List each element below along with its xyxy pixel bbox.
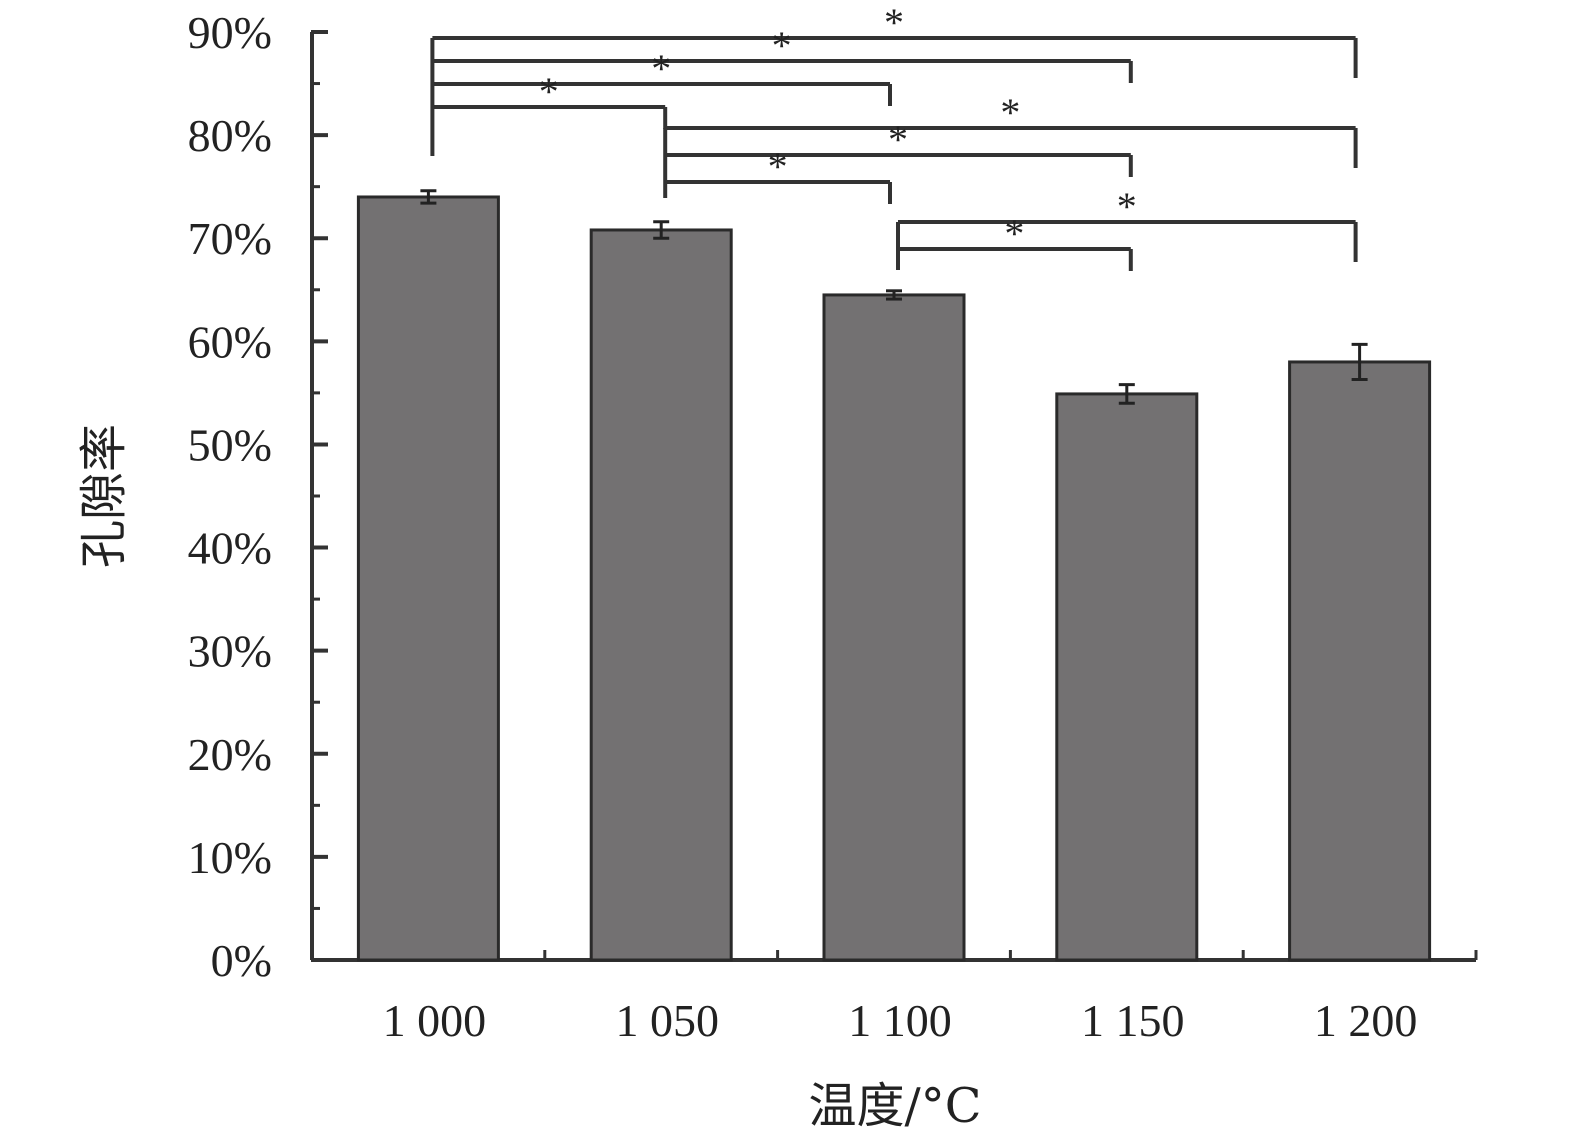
y-tick-label: 10% xyxy=(188,832,272,883)
x-tick-label: 1 100 xyxy=(848,995,952,1046)
significance-star: * xyxy=(539,69,559,114)
significance-star: * xyxy=(888,117,908,162)
y-tick-label: 70% xyxy=(188,213,272,264)
tick-labels: 0% 10% 20% 30% 40% 50% 60% 70% 80% 90% 1 000 1 050 1… xyxy=(188,7,1418,1046)
significance-star: * xyxy=(1000,90,1020,135)
y-tick-label: 0% xyxy=(211,935,272,986)
x-tick-label: 1 200 xyxy=(1314,995,1418,1046)
y-tick-label: 50% xyxy=(188,419,272,470)
y-tick-label: 20% xyxy=(188,729,272,780)
y-axis-title: 孔隙率 xyxy=(76,424,132,568)
bar xyxy=(822,293,966,962)
x-tick-label: 1 150 xyxy=(1081,995,1185,1046)
significance-star: * xyxy=(651,46,671,91)
axes xyxy=(310,30,1478,962)
significance-star: * xyxy=(768,144,788,189)
bars xyxy=(356,195,1432,962)
x-tick-label: 1 050 xyxy=(615,995,719,1046)
y-tick-label: 60% xyxy=(188,316,272,367)
significance-star: * xyxy=(772,23,792,68)
y-tick-label: 30% xyxy=(188,626,272,677)
significance-star: * xyxy=(884,0,904,45)
significance-star: * xyxy=(1117,184,1137,229)
bar xyxy=(589,228,733,962)
bar xyxy=(356,195,500,962)
x-tick-label: 1 000 xyxy=(383,995,487,1046)
error-bars xyxy=(420,189,1368,405)
significance-star: * xyxy=(1004,211,1024,256)
y-tick-label: 40% xyxy=(188,523,272,574)
x-axis-title: 温度/°C xyxy=(809,1078,982,1134)
y-tick-label: 90% xyxy=(188,7,272,58)
bar xyxy=(1055,392,1199,962)
bar xyxy=(1288,360,1432,962)
significance-brackets: * * * * * * * * * xyxy=(430,0,1358,271)
y-tick-label: 80% xyxy=(188,110,272,161)
